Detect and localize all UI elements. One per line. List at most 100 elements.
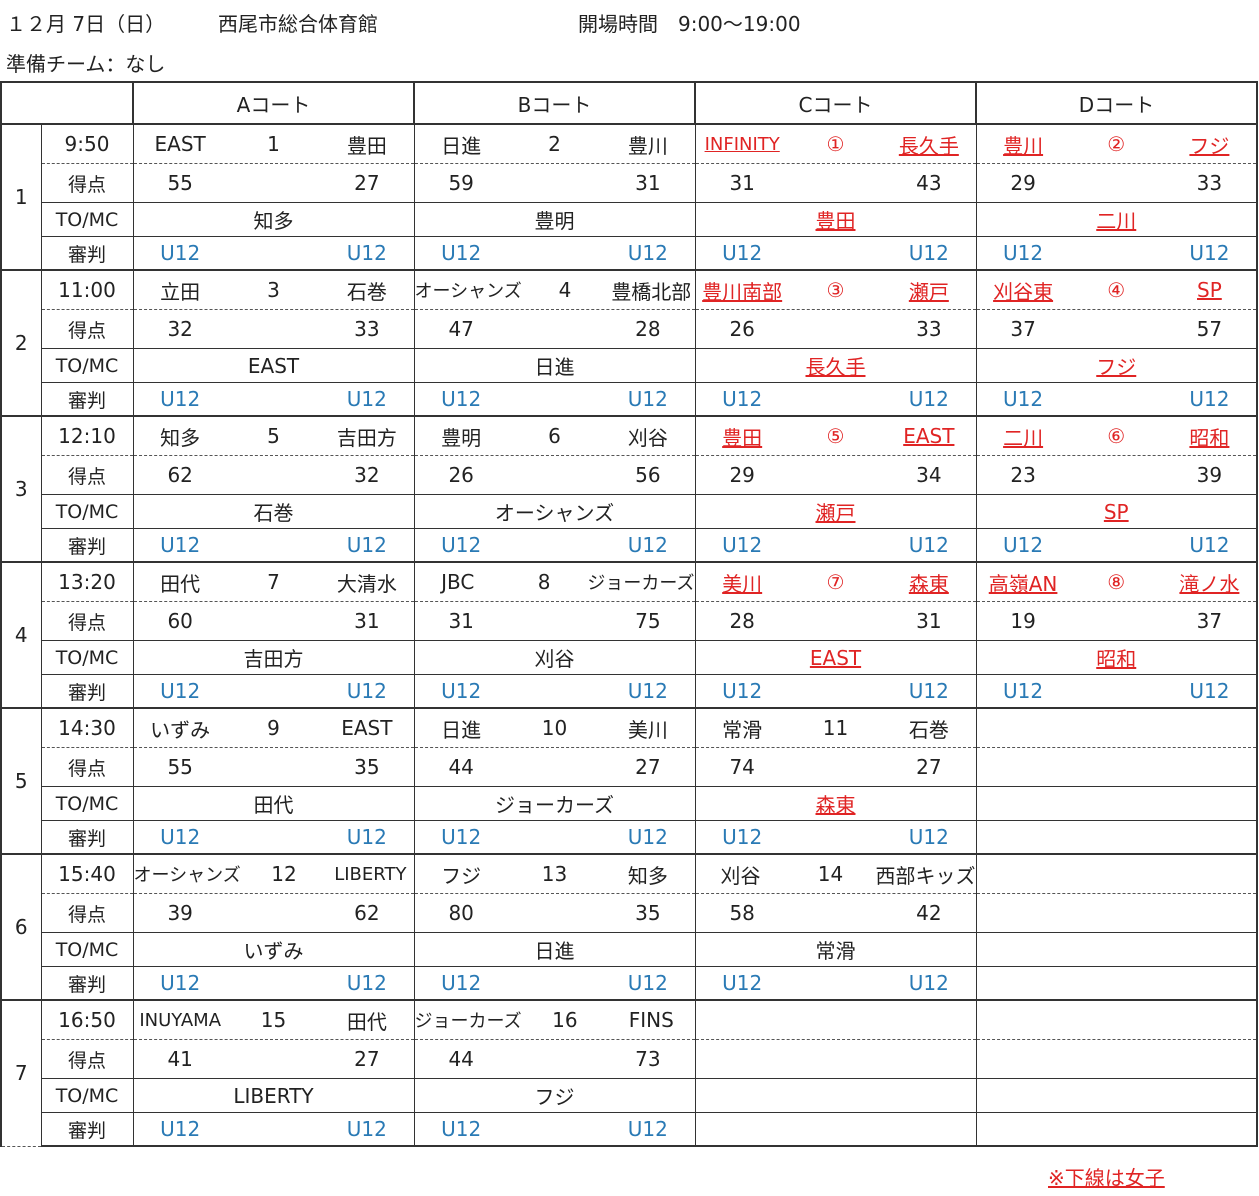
tomc-team: 刈谷 — [534, 647, 575, 671]
referee-2: U12 — [346, 1117, 387, 1141]
game-cell: 常滑 11 石巻 — [694, 707, 977, 748]
away-score: 42 — [916, 901, 942, 925]
game-cell: 29 33 — [975, 163, 1258, 203]
home-score: 44 — [448, 755, 474, 779]
tomc-team: 日進 — [534, 355, 575, 379]
tomc-team: いずみ — [243, 939, 304, 963]
away-team: 刈谷 — [627, 425, 668, 450]
matchup: 刈谷 14 西部キッズ — [696, 860, 976, 889]
referees: U12 U12 — [134, 241, 413, 265]
away-team: 大清水 — [336, 571, 397, 596]
referee-1: U12 — [441, 387, 482, 411]
tomc-team: 豊田 — [815, 209, 856, 233]
referees: U12 U12 — [134, 533, 413, 557]
home-score: 26 — [448, 463, 474, 487]
game-cell: 知多 5 吉田方 — [132, 415, 415, 456]
matchup: 豊川南部 ③ 瀬戸 — [696, 276, 975, 305]
referee-1: U12 — [1003, 533, 1044, 557]
score: 31 75 — [415, 609, 694, 633]
matchup: ジョーカーズ 16 FINS — [414, 1007, 694, 1033]
home-team: 知多 — [160, 425, 201, 450]
game-cell: 60 31 — [132, 601, 415, 641]
away-team: 瀬戸 — [908, 279, 949, 304]
home-team: ジョーカーズ — [414, 1011, 522, 1032]
matchup: INUYAMA 15 田代 — [134, 1006, 413, 1035]
game-cell: 55 35 — [132, 747, 415, 787]
game-cell: 豊明 6 刈谷 — [413, 415, 696, 456]
home-score: 41 — [167, 1047, 193, 1071]
home-score: 39 — [167, 901, 193, 925]
game-cell: 二川 — [975, 202, 1258, 237]
game-cell: EAST — [132, 348, 415, 383]
score-label: 得点 — [40, 163, 134, 203]
round-row: 得点 41 27 44 73 — [1, 1039, 1258, 1079]
game-cell: 41 27 — [132, 1039, 415, 1079]
game-cell: フジ — [413, 1078, 696, 1113]
round-row: 得点 55 27 59 31 31 43 29 33 — [1, 163, 1258, 203]
matchup: 日進 10 美川 — [415, 714, 694, 743]
referees: U12 U12 — [415, 825, 694, 849]
round-row: 5 14:30 いずみ 9 EAST 日進 10 美川 常滑 11 石巻 — [0, 707, 1258, 855]
game-cell: 26 33 — [694, 309, 977, 349]
referee-2: U12 — [627, 825, 668, 849]
away-team: LIBERTY — [334, 863, 407, 885]
home-score: 19 — [1010, 609, 1036, 633]
round-number: 6 — [0, 853, 42, 1001]
round-number: 4 — [0, 561, 42, 709]
tomc-team: 森東 — [815, 793, 856, 817]
round-row: 得点 62 32 26 56 29 34 23 39 — [1, 455, 1258, 495]
score-label: 得点 — [40, 893, 134, 933]
game-number: ② — [1107, 132, 1126, 156]
game-cell: 田代 — [132, 786, 415, 821]
game-number: ① — [826, 132, 845, 156]
round-row: 審判 U12 U12 U12 U12 U12 U12 U12 U12 — [1, 236, 1258, 271]
court-header: Bコート — [413, 81, 696, 125]
round-number: 7 — [0, 999, 42, 1147]
matchup: 常滑 11 石巻 — [696, 714, 975, 743]
game-cell: U12 U12 — [132, 236, 415, 271]
score: 26 56 — [415, 463, 694, 487]
home-score: 28 — [729, 609, 755, 633]
start-time: 9:50 — [40, 123, 134, 164]
score: 31 43 — [696, 171, 975, 195]
schedule-table: Aコート Bコート Cコート Dコート 1 9:50 EAST 1 豊田 日進 2 豊川 INFINIT… — [0, 81, 1258, 1147]
home-team: フジ — [441, 863, 482, 888]
round-row: TO/MC EAST 日進 長久手 フジ — [1, 348, 1258, 383]
away-score: 33 — [354, 317, 380, 341]
round-row: 審判 U12 U12 U12 U12 — [1, 1112, 1258, 1147]
home-score: 31 — [729, 171, 755, 195]
referees: U12 U12 — [977, 679, 1255, 703]
round-row: TO/MC LIBERTY フジ — [1, 1078, 1258, 1113]
referee-2: U12 — [346, 241, 387, 265]
round-row: 得点 32 33 47 28 26 33 37 57 — [1, 309, 1258, 349]
game-cell — [975, 747, 1258, 787]
game-number: 6 — [548, 424, 561, 448]
away-score: 33 — [1196, 171, 1223, 195]
tomc-team: 二川 — [1096, 209, 1137, 233]
referee-label: 審判 — [40, 382, 134, 417]
game-cell: U12 U12 — [413, 966, 696, 1001]
tomc-label: TO/MC — [40, 1078, 134, 1113]
score: 19 37 — [977, 609, 1255, 633]
game-cell: 吉田方 — [132, 640, 415, 675]
away-score: 35 — [635, 901, 661, 925]
start-time: 13:20 — [40, 561, 134, 602]
game-number: 11 — [822, 716, 849, 740]
round-row: 4 13:20 田代 7 大清水 JBC 8 ジョーカーズ 美川 ⑦ 森東 高嶺AN ⑧ 滝ノ水 — [0, 561, 1258, 709]
score: 62 32 — [134, 463, 413, 487]
game-cell: U12 U12 — [975, 382, 1258, 417]
home-team: 立田 — [160, 279, 201, 304]
referee-1: U12 — [441, 1117, 482, 1141]
referee-1: U12 — [160, 387, 201, 411]
game-cell: 昭和 — [975, 640, 1258, 675]
referee-1: U12 — [1003, 679, 1044, 703]
game-cell — [975, 820, 1258, 855]
game-cell: いずみ 9 EAST — [132, 707, 415, 748]
matchup: 知多 5 吉田方 — [134, 422, 413, 451]
home-team: 美川 — [722, 571, 763, 596]
round-number: 3 — [0, 415, 42, 563]
away-team: 豊田 — [346, 133, 387, 158]
game-cell: U12 U12 — [694, 966, 977, 1001]
game-number: ⑧ — [1107, 570, 1126, 594]
home-team: 豊田 — [722, 425, 763, 450]
